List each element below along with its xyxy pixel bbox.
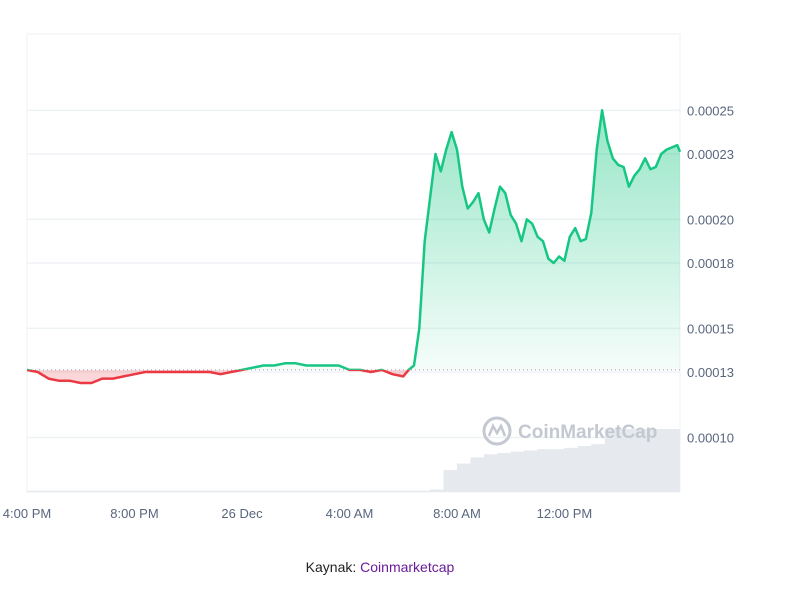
price-chart: CoinMarketCap 0.000100.000130.000150.000… xyxy=(3,33,734,521)
y-tick-label: 0.00013 xyxy=(687,365,734,380)
watermark: CoinMarketCap xyxy=(482,416,657,446)
source-caption: Kaynak: Coinmarketcap xyxy=(0,559,760,575)
watermark-text: CoinMarketCap xyxy=(518,422,657,443)
y-tick-label: 0.00015 xyxy=(687,321,734,336)
x-tick-label: 4:00 PM xyxy=(3,506,51,521)
x-tick-label: 4:00 AM xyxy=(326,506,374,521)
x-axis-ticks: 4:00 PM 8:00 PM 26 Dec 4:00 AM 8:00 AM 12:00 … xyxy=(3,506,592,521)
x-tick-label: 12:00 PM xyxy=(537,506,593,521)
x-tick-label: 26 Dec xyxy=(221,506,263,521)
source-link[interactable]: Coinmarketcap xyxy=(360,559,455,575)
y-tick-label: 0.00023 xyxy=(687,147,734,162)
x-tick-label: 8:00 AM xyxy=(433,506,481,521)
x-tick-label: 8:00 PM xyxy=(110,506,158,521)
volume-area xyxy=(27,429,680,492)
y-tick-label: 0.00025 xyxy=(687,103,734,118)
y-axis-ticks: 0.00010 0.00013 0.00015 0.00018 0.00020 0.000… xyxy=(687,103,734,445)
price-areas xyxy=(27,110,680,383)
logo-mark-icon xyxy=(487,423,507,437)
price-line-up xyxy=(27,109,682,370)
y-tick-label: 0.00010 xyxy=(687,430,734,445)
coinmarketcap-logo-icon xyxy=(482,416,512,446)
source-prefix: Kaynak: xyxy=(305,559,361,575)
price-lines xyxy=(26,109,682,385)
y-tick-label: 0.00020 xyxy=(687,212,734,227)
volume-bars xyxy=(27,429,680,492)
y-tick-label: 0.00018 xyxy=(687,256,734,271)
price-line-down xyxy=(26,369,411,385)
area-above-baseline xyxy=(242,110,680,370)
